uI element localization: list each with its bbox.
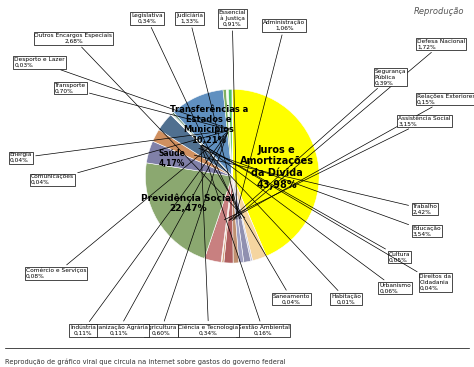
Text: Indústria
0,11%: Indústria 0,11%	[70, 132, 228, 336]
Wedge shape	[172, 114, 232, 176]
Text: Defesa Nacional
1,72%: Defesa Nacional 1,72%	[232, 39, 465, 220]
Text: Essencial
à Justiça
0,91%: Essencial à Justiça 0,91%	[219, 10, 246, 219]
Wedge shape	[204, 176, 232, 262]
Text: Reprodução: Reprodução	[414, 7, 465, 17]
Wedge shape	[232, 176, 244, 263]
Text: Outros Encargos Especiais
2,68%: Outros Encargos Especiais 2,68%	[35, 33, 245, 218]
Wedge shape	[227, 90, 232, 176]
Wedge shape	[171, 115, 232, 176]
Text: Urbanismo
0,06%: Urbanismo 0,06%	[202, 145, 411, 294]
Wedge shape	[146, 163, 232, 258]
Text: Transporte
0,70%: Transporte 0,70%	[55, 83, 228, 130]
Wedge shape	[228, 90, 232, 176]
Wedge shape	[172, 112, 232, 176]
Wedge shape	[228, 89, 232, 176]
Text: Segurança
Pública
0,39%: Segurança Pública 0,39%	[229, 69, 406, 220]
Text: Desporto e Lazer
0,03%: Desporto e Lazer 0,03%	[14, 57, 229, 129]
Text: Previdência Social
22,47%: Previdência Social 22,47%	[141, 193, 234, 213]
Text: Organização Agrária
0,11%: Organização Agrária 0,11%	[89, 132, 228, 336]
Text: Administração
1,06%: Administração 1,06%	[235, 20, 305, 219]
Wedge shape	[172, 114, 232, 176]
Text: Transferências a
Estados e
Municípios
10,21%: Transferências a Estados e Municípios 10…	[170, 105, 248, 145]
Text: Educação
3,54%: Educação 3,54%	[199, 148, 441, 237]
Wedge shape	[171, 115, 232, 176]
Text: Saneamento
0,04%: Saneamento 0,04%	[201, 146, 310, 305]
Wedge shape	[172, 113, 232, 176]
Text: Habitação
0,01%: Habitação 0,01%	[202, 145, 361, 305]
Wedge shape	[153, 130, 232, 176]
Text: Reprodução de gráfico viral que circula na internet sobre gastos do governo fede: Reprodução de gráfico viral que circula …	[5, 359, 285, 365]
Text: Relações Exteriores
0,15%: Relações Exteriores 0,15%	[229, 94, 474, 221]
Wedge shape	[232, 176, 253, 261]
Wedge shape	[171, 114, 232, 176]
Wedge shape	[222, 176, 232, 263]
Text: Trabalho
2,42%: Trabalho 2,42%	[194, 155, 437, 215]
Text: Ciência e Tecnologia
0,34%: Ciência e Tecnologia 0,34%	[179, 145, 238, 336]
Wedge shape	[228, 89, 232, 176]
Text: Comunicações
0,04%: Comunicações 0,04%	[31, 131, 228, 185]
Wedge shape	[223, 90, 232, 176]
Text: Judiciária
1,33%: Judiciária 1,33%	[176, 13, 239, 219]
Wedge shape	[228, 89, 232, 176]
Text: Comércio e Serviços
0,08%: Comércio e Serviços 0,08%	[26, 132, 228, 279]
Text: Assistência Social
3,15%: Assistência Social 3,15%	[224, 116, 451, 220]
Text: Cultura
0,05%: Cultura 0,05%	[202, 145, 410, 262]
Text: Juros e
Amortizações
da Dívida
43,98%: Juros e Amortizações da Dívida 43,98%	[239, 145, 313, 189]
Text: Agricultura
0,60%: Agricultura 0,60%	[145, 133, 228, 336]
Wedge shape	[159, 115, 232, 176]
Text: Saúde
4,17%: Saúde 4,17%	[159, 149, 186, 168]
Wedge shape	[232, 176, 251, 262]
Wedge shape	[221, 176, 232, 262]
Text: Gestão Ambiental
0,16%: Gestão Ambiental 0,16%	[201, 146, 290, 336]
Wedge shape	[224, 176, 233, 263]
Wedge shape	[232, 176, 239, 263]
Wedge shape	[226, 90, 232, 176]
Wedge shape	[173, 90, 232, 176]
Wedge shape	[146, 141, 232, 176]
Text: Direitos da
Cidadania
0,04%: Direitos da Cidadania 0,04%	[202, 145, 452, 291]
Wedge shape	[232, 89, 319, 256]
Text: Energia
0,04%: Energia 0,04%	[9, 131, 227, 163]
Text: Legislativa
0,34%: Legislativa 0,34%	[131, 13, 241, 218]
Wedge shape	[232, 176, 266, 261]
